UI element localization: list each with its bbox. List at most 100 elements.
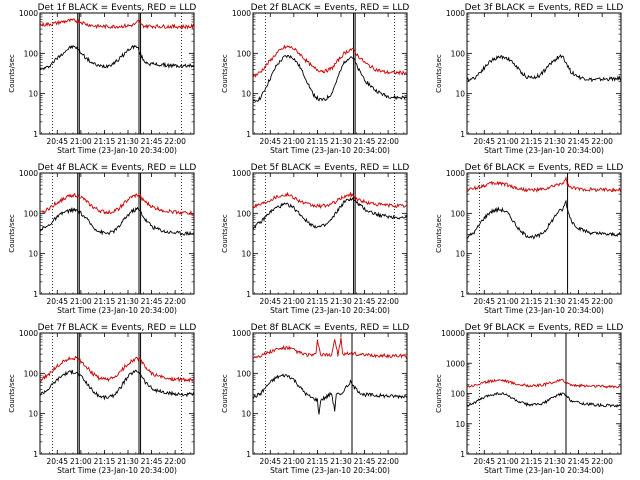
y-axis-label: Counts/sec bbox=[435, 54, 443, 93]
chart-panel-3: Det 3f BLACK = Events, RED = LLD 1 10 100 10… bbox=[435, 3, 623, 155]
x-tick-label: 20:45 bbox=[259, 137, 281, 146]
y-tick-label: 1000 bbox=[19, 169, 38, 178]
x-tick-label: 21:15 bbox=[94, 137, 116, 146]
x-tick-label: 22:00 bbox=[591, 457, 613, 466]
x-tick-label: 21:15 bbox=[521, 297, 543, 306]
y-tick-label: 1 bbox=[33, 450, 38, 459]
x-tick-label: 21:30 bbox=[330, 457, 352, 466]
events-series-line bbox=[252, 196, 408, 230]
y-tick-label: 10 bbox=[455, 250, 465, 259]
y-tick-label: 100 bbox=[24, 209, 39, 218]
x-tick-label: 21:00 bbox=[283, 297, 305, 306]
x-tick-label: 21:00 bbox=[70, 137, 92, 146]
x-tick-label: 22:00 bbox=[377, 297, 399, 306]
x-tick-label: 21:15 bbox=[94, 297, 116, 306]
x-tick-label: 21:30 bbox=[330, 137, 352, 146]
chart-panel-8: Det 8f BLACK = Events, RED = LLD 1 10 100 10… bbox=[221, 323, 409, 475]
chart-title: Det 5f BLACK = Events, RED = LLD bbox=[251, 163, 410, 173]
y-tick-label: 100 bbox=[451, 209, 466, 218]
events-series-line bbox=[252, 373, 408, 415]
y-tick-label: 10 bbox=[241, 410, 251, 419]
y-axis-label: Counts/sec bbox=[8, 374, 16, 413]
x-tick-label: 22:00 bbox=[164, 457, 186, 466]
x-tick-label: 21:15 bbox=[94, 457, 116, 466]
x-tick-label: 21:30 bbox=[330, 297, 352, 306]
y-tick-label: 1000 bbox=[446, 9, 465, 18]
chart-panel-4: Det 4f BLACK = Events, RED = LLD 1 10 100 10… bbox=[8, 163, 196, 315]
events-series-line bbox=[466, 53, 622, 83]
x-axis-label: Start Time (23-Jan-10 20:34:00) bbox=[484, 306, 604, 315]
y-tick-label: 10 bbox=[455, 90, 465, 99]
y-tick-label: 10 bbox=[28, 250, 38, 259]
x-tick-label: 22:00 bbox=[164, 297, 186, 306]
y-tick-label: 10 bbox=[241, 250, 251, 259]
chart-title: Det 9f BLACK = Events, RED = LLD bbox=[465, 323, 624, 333]
chart-title: Det 3f BLACK = Events, RED = LLD bbox=[465, 3, 624, 13]
lld-series-line bbox=[252, 191, 408, 210]
y-tick-label: 10 bbox=[28, 410, 38, 419]
y-tick-label: 1 bbox=[460, 130, 465, 139]
lld-series-line bbox=[252, 337, 408, 360]
x-axis-label: Start Time (23-Jan-10 20:34:00) bbox=[57, 466, 177, 475]
y-tick-label: 1 bbox=[246, 290, 251, 299]
x-tick-label: 21:45 bbox=[141, 457, 163, 466]
events-series-line bbox=[466, 392, 622, 408]
y-tick-label: 1000 bbox=[446, 359, 465, 368]
plot-frame bbox=[39, 332, 195, 455]
chart-panel-2: Det 2f BLACK = Events, RED = LLD 1 10 100 10… bbox=[221, 3, 409, 155]
x-tick-label: 22:00 bbox=[377, 137, 399, 146]
y-tick-label: 1 bbox=[246, 450, 251, 459]
y-tick-label: 1 bbox=[33, 290, 38, 299]
x-tick-label: 21:30 bbox=[117, 457, 139, 466]
x-tick-label: 21:00 bbox=[283, 457, 305, 466]
chart-panel-5: Det 5f BLACK = Events, RED = LLD 1 10 100 10… bbox=[221, 163, 409, 315]
y-tick-label: 1000 bbox=[19, 9, 38, 18]
x-axis-label: Start Time (23-Jan-10 20:34:00) bbox=[484, 466, 604, 475]
y-axis-label: Counts/sec bbox=[221, 374, 229, 413]
y-axis-label: Counts/sec bbox=[435, 374, 443, 413]
x-axis-label: Start Time (23-Jan-10 20:34:00) bbox=[57, 306, 177, 315]
y-tick-label: 10000 bbox=[441, 329, 465, 338]
x-tick-label: 20:45 bbox=[473, 137, 495, 146]
y-tick-label: 100 bbox=[237, 369, 252, 378]
lld-series-line bbox=[39, 355, 195, 383]
plot-frame bbox=[252, 12, 408, 135]
x-axis-label: Start Time (23-Jan-10 20:34:00) bbox=[270, 466, 390, 475]
events-series-line bbox=[39, 206, 195, 237]
x-tick-label: 21:00 bbox=[70, 457, 92, 466]
y-tick-label: 100 bbox=[451, 49, 466, 58]
y-tick-label: 100 bbox=[237, 209, 252, 218]
lld-series-line bbox=[466, 175, 622, 193]
plot-frame bbox=[466, 12, 622, 135]
x-tick-label: 21:15 bbox=[307, 137, 329, 146]
y-tick-label: 100 bbox=[237, 49, 252, 58]
plot-frame bbox=[252, 332, 408, 455]
x-tick-label: 21:00 bbox=[70, 297, 92, 306]
chart-title: Det 7f BLACK = Events, RED = LLD bbox=[38, 323, 197, 333]
y-axis-label: Counts/sec bbox=[221, 214, 229, 253]
y-tick-label: 100 bbox=[24, 49, 39, 58]
x-tick-label: 22:00 bbox=[377, 457, 399, 466]
chart-title: Det 6f BLACK = Events, RED = LLD bbox=[465, 163, 624, 173]
y-tick-label: 10 bbox=[455, 420, 465, 429]
y-tick-label: 1000 bbox=[19, 329, 38, 338]
y-tick-label: 1 bbox=[460, 450, 465, 459]
y-tick-label: 10 bbox=[241, 90, 251, 99]
x-tick-label: 21:45 bbox=[141, 297, 163, 306]
plot-frame bbox=[39, 172, 195, 295]
y-axis-label: Counts/sec bbox=[8, 54, 16, 93]
y-axis-label: Counts/sec bbox=[8, 214, 16, 253]
lld-series-line bbox=[252, 44, 408, 79]
events-series-line bbox=[39, 44, 195, 72]
plot-frame bbox=[252, 172, 408, 295]
x-tick-label: 21:45 bbox=[354, 137, 376, 146]
events-series-line bbox=[39, 369, 195, 401]
x-tick-label: 20:45 bbox=[46, 137, 68, 146]
x-tick-label: 21:30 bbox=[544, 457, 566, 466]
x-tick-label: 21:45 bbox=[354, 297, 376, 306]
lld-series-line bbox=[466, 378, 622, 389]
chart-panel-9: Det 9f BLACK = Events, RED = LLD 1 10 100 10… bbox=[435, 323, 623, 475]
x-tick-label: 21:45 bbox=[141, 137, 163, 146]
y-tick-label: 1 bbox=[33, 130, 38, 139]
